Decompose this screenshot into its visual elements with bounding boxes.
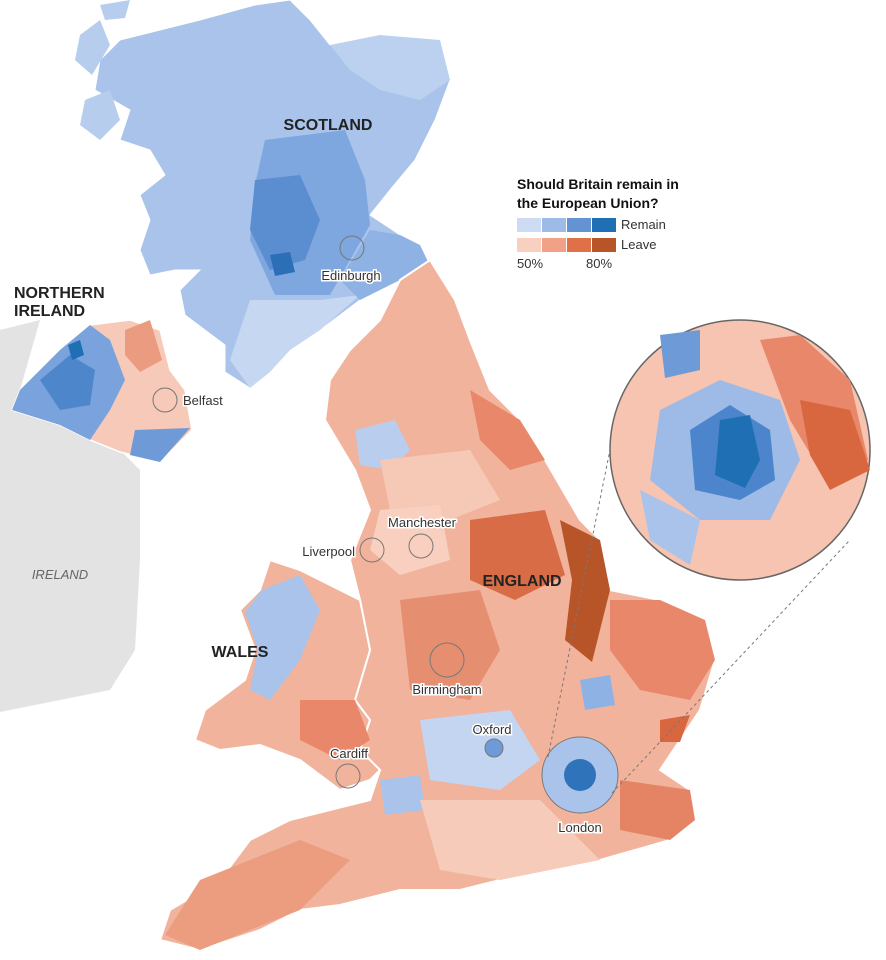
remain-swatch <box>592 218 616 232</box>
northern-ireland-label: IRELAND <box>14 303 85 320</box>
zoom-leave-dark <box>800 400 870 490</box>
northern-ireland-label: NORTHERN <box>14 285 105 302</box>
england-manchester <box>370 505 450 575</box>
ni-leave <box>125 320 162 372</box>
ireland-land <box>0 320 140 712</box>
england-north-east <box>470 390 545 470</box>
england-west-midlands <box>400 590 500 700</box>
legend-title: Should Britain remain in <box>517 176 679 192</box>
england-bristol <box>380 775 425 815</box>
england-south-west <box>165 840 350 950</box>
cardiff-circle <box>335 763 361 789</box>
leave-swatch <box>567 238 591 252</box>
legend-scale-high: 80% <box>586 256 612 271</box>
scotland-belt <box>250 175 320 270</box>
city-label: Cardiff <box>330 746 368 761</box>
city-label: Belfast <box>183 393 223 408</box>
ni-remain-south <box>130 428 190 462</box>
england-lincolnshire <box>560 520 610 662</box>
england-east-midlands <box>470 510 565 600</box>
city-label: Manchester <box>388 515 457 530</box>
liverpool-circle <box>359 537 385 563</box>
wales-south <box>300 700 370 760</box>
leave-swatch <box>517 238 541 252</box>
edinburgh-circle <box>339 235 365 261</box>
legend-scale-low: 50% <box>517 256 543 271</box>
england-label: ENGLAND <box>482 573 561 590</box>
legend: Should Britain remain in the European Un… <box>517 176 679 271</box>
leave-swatch <box>542 238 566 252</box>
belfast-circle <box>152 387 178 413</box>
oxford-circle <box>484 738 504 758</box>
hebrides <box>75 20 110 75</box>
city-label: London <box>558 820 601 835</box>
scotland-label: SCOTLAND <box>284 117 373 134</box>
leave-swatch <box>592 238 616 252</box>
city-label: Oxford <box>472 722 511 737</box>
ni-dark-spot <box>68 340 84 360</box>
zoom-remain-sw <box>640 490 700 565</box>
city-label: Birmingham <box>412 682 481 697</box>
legend-title: the European Union? <box>517 195 659 211</box>
england-south <box>420 800 600 880</box>
city-label: Edinburgh <box>321 268 380 283</box>
remain-swatch <box>517 218 541 232</box>
scotland-east <box>340 230 432 300</box>
london-core <box>564 759 596 791</box>
birmingham-circle <box>429 642 465 678</box>
scotland-glasgow <box>270 252 295 276</box>
ni-remain-dark <box>40 355 95 410</box>
remain-swatch <box>567 218 591 232</box>
england-essex-dark <box>660 715 690 742</box>
zoom-remain-nw <box>660 330 700 378</box>
wales-west <box>245 575 320 700</box>
england-kent <box>620 780 695 840</box>
zoom-remain-core <box>715 415 760 488</box>
wales-label: WALES <box>212 644 269 661</box>
orkney <box>100 0 130 20</box>
zoom-connector <box>611 539 851 794</box>
england-lake-district <box>355 420 410 470</box>
england-oxford-area <box>420 710 540 790</box>
city-label: Liverpool <box>302 544 355 559</box>
manchester-circle <box>408 533 434 559</box>
scotland-borders <box>230 295 360 388</box>
ireland-label: IRELAND <box>32 567 88 582</box>
england-cambridge <box>580 675 615 710</box>
remain-swatch <box>542 218 566 232</box>
scotland-north <box>330 35 450 100</box>
legend-leave: Leave <box>621 237 656 252</box>
england-yorkshire <box>380 450 500 520</box>
legend-remain: Remain <box>621 217 666 232</box>
england-east-anglia <box>610 600 715 700</box>
skye <box>80 90 120 140</box>
